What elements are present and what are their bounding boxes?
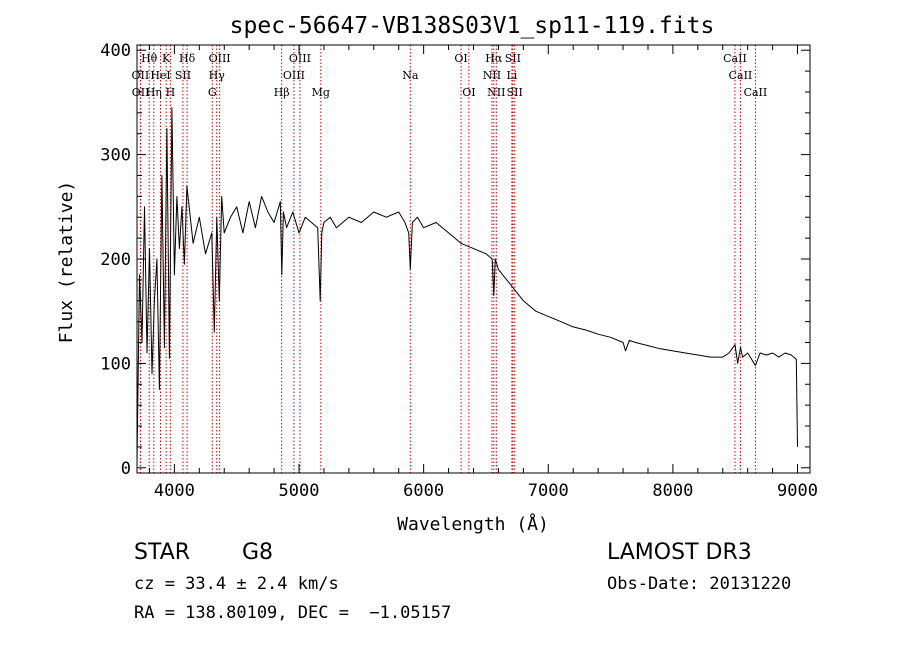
x-tick-label: 7000 [528,481,569,501]
line-label: H [166,86,176,99]
x-tick-label: 8000 [652,481,693,501]
line-label: OI [454,52,467,65]
line-label: CaII [729,69,753,82]
x-axis-label: Wavelength (Å) [397,513,549,535]
line-label: Hθ [141,52,158,65]
line-label: HeI [150,69,170,82]
y-tick-label: 0 [121,459,131,479]
line-label: Hβ [274,86,290,99]
line-label: Hη [146,86,162,99]
line-label: Hα [485,52,503,65]
x-tick-label: 5000 [279,481,320,501]
line-label: OIII [209,52,231,65]
object-class: STAR [134,540,191,565]
line-label: SII [505,52,521,65]
emission-line-markers [139,45,756,473]
redshift-text: cz = 33.4 ± 2.4 km/s [134,574,339,594]
axis-ticks: 4000 5000 6000 7000 8000 9000 0 100 200 300 400 [100,41,818,501]
line-label: G [208,86,217,99]
spectrum-series [136,107,798,463]
line-label: OI [462,86,475,99]
chart-title: spec-56647-VB138S03V1_sp11-119.fits [230,13,715,39]
y-tick-label: 400 [100,41,131,61]
y-axis-label: Flux (relative) [56,181,77,344]
line-label: Na [402,69,419,82]
y-tick-label: 200 [100,250,131,270]
object-subclass: G8 [242,540,274,565]
line-label: NII [483,69,501,82]
survey-name: LAMOST DR3 [607,540,752,565]
line-label: CaII [723,52,747,65]
line-label: Hγ [209,69,226,82]
line-label: Mg [312,86,330,99]
ra-dec-text: RA = 138.80109, DEC = −1.05157 [134,603,452,623]
y-tick-label: 100 [100,354,131,374]
line-label: OIII [289,52,311,65]
line-label: CaII [744,86,768,99]
line-label: SII [175,69,191,82]
line-label: Hδ [179,52,196,65]
line-label: OII [132,69,150,82]
x-tick-label: 6000 [403,481,444,501]
y-tick-label: 300 [100,146,131,166]
x-tick-label: 4000 [154,481,195,501]
line-label: NII [487,86,505,99]
line-label: OII [132,86,150,99]
obs-date-text: Obs-Date: 20131220 [607,574,792,594]
line-label: K [162,52,171,65]
line-label: OIII [283,69,305,82]
plot-frame [136,44,811,474]
line-label: Li [506,69,517,82]
spectrum-line [136,107,798,463]
x-tick-label: 9000 [777,481,818,501]
line-label: SII [507,86,523,99]
